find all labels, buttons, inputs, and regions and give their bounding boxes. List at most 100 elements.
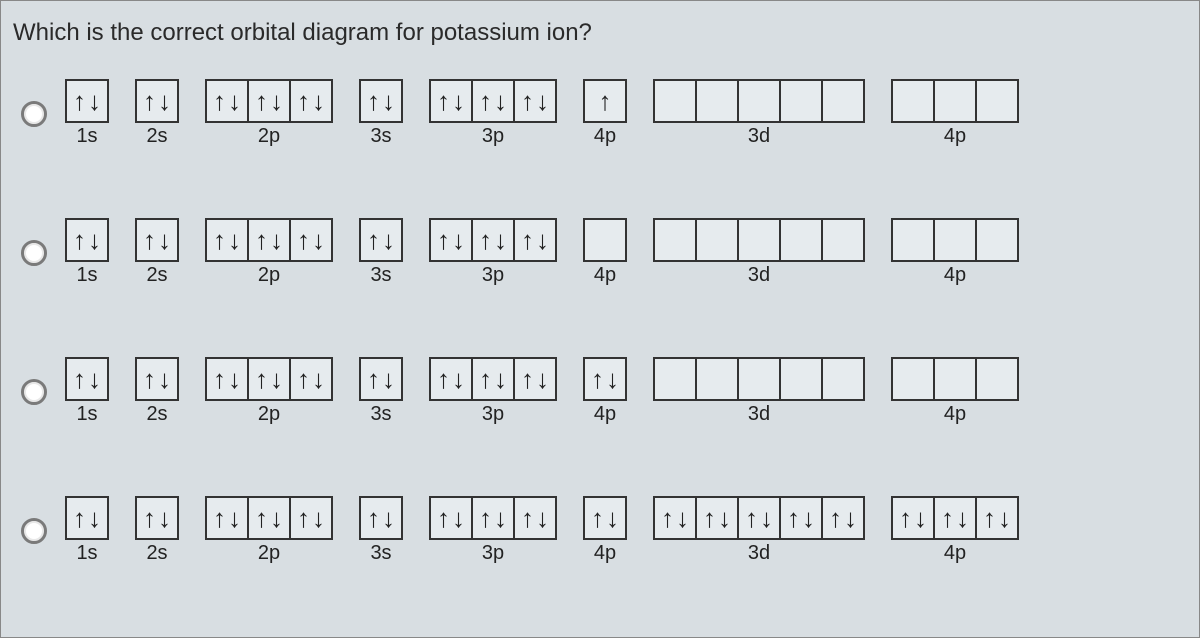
arrow-up-icon xyxy=(437,88,450,114)
sublevel-label: 2p xyxy=(258,542,280,565)
orbital-box xyxy=(933,218,977,262)
sublevel: 2s xyxy=(135,218,179,287)
orbital-box xyxy=(429,79,473,123)
orbital-box xyxy=(359,357,403,401)
orbital-boxes xyxy=(583,357,627,401)
orbital-box xyxy=(289,496,333,540)
arrow-up-icon xyxy=(297,88,310,114)
electron-arrows xyxy=(73,88,101,114)
sublevel: 2p xyxy=(205,218,333,287)
orbital-boxes xyxy=(135,218,179,262)
electron-arrows xyxy=(829,505,857,531)
sublevel-label: 4p xyxy=(594,542,616,565)
orbital-box xyxy=(471,357,515,401)
orbital-boxes xyxy=(65,218,109,262)
sublevel: 3p xyxy=(429,496,557,565)
electron-arrows xyxy=(437,366,465,392)
arrow-up-icon xyxy=(367,88,380,114)
arrow-up-icon xyxy=(829,505,842,531)
arrow-down-icon xyxy=(536,505,549,531)
orbital-box xyxy=(653,218,697,262)
orbital-boxes xyxy=(205,357,333,401)
orbital-box xyxy=(583,79,627,123)
orbital-box xyxy=(289,79,333,123)
orbital-box xyxy=(583,496,627,540)
arrow-up-icon xyxy=(479,88,492,114)
arrow-down-icon xyxy=(452,505,465,531)
option-radio[interactable] xyxy=(21,518,47,544)
sublevel-label: 4p xyxy=(944,542,966,565)
orbital-box xyxy=(247,218,291,262)
electron-arrows xyxy=(143,505,171,531)
orbital-boxes xyxy=(359,79,403,123)
orbital-box xyxy=(891,357,935,401)
electron-arrows xyxy=(297,505,325,531)
electron-arrows xyxy=(479,366,507,392)
arrow-down-icon xyxy=(312,227,325,253)
orbital-box xyxy=(513,496,557,540)
arrow-up-icon xyxy=(367,227,380,253)
electron-arrows xyxy=(143,366,171,392)
orbital-boxes xyxy=(891,357,1019,401)
sublevel: 2s xyxy=(135,79,179,148)
arrow-up-icon xyxy=(213,227,226,253)
arrow-down-icon xyxy=(760,505,773,531)
option-radio[interactable] xyxy=(21,101,47,127)
arrow-down-icon xyxy=(228,227,241,253)
arrow-down-icon xyxy=(536,366,549,392)
sublevel-label: 3s xyxy=(370,403,391,426)
sublevel: 3p xyxy=(429,218,557,287)
orbital-box xyxy=(891,79,935,123)
arrow-up-icon xyxy=(255,88,268,114)
sublevel: 3d xyxy=(653,218,865,287)
arrow-up-icon xyxy=(367,505,380,531)
arrow-down-icon xyxy=(452,366,465,392)
sublevel-label: 2p xyxy=(258,125,280,148)
sublevel-label: 1s xyxy=(76,542,97,565)
arrow-up-icon xyxy=(297,366,310,392)
electron-arrows xyxy=(213,366,241,392)
electron-arrows xyxy=(703,505,731,531)
sublevel: 4p xyxy=(583,496,627,565)
arrow-up-icon xyxy=(787,505,800,531)
electron-arrows xyxy=(255,88,283,114)
electron-arrows xyxy=(213,227,241,253)
orbital-box xyxy=(471,496,515,540)
options-container: 1s2s2p3s3p4p3d4p1s2s2p3s3p4p3d4p1s2s2p3s… xyxy=(13,79,1187,565)
orbital-box xyxy=(359,496,403,540)
orbital-box xyxy=(933,357,977,401)
arrow-down-icon xyxy=(844,505,857,531)
orbital-boxes xyxy=(653,218,865,262)
sublevel: 1s xyxy=(65,496,109,565)
orbital-box xyxy=(737,218,781,262)
orbital-box xyxy=(135,496,179,540)
option-radio[interactable] xyxy=(21,240,47,266)
sublevel: 4p xyxy=(583,218,627,287)
arrow-up-icon xyxy=(73,227,86,253)
electron-arrows xyxy=(745,505,773,531)
orbital-boxes xyxy=(135,357,179,401)
orbital-box xyxy=(695,218,739,262)
sublevel: 3s xyxy=(359,79,403,148)
arrow-down-icon xyxy=(270,366,283,392)
orbital-box xyxy=(513,218,557,262)
option-radio[interactable] xyxy=(21,379,47,405)
electron-arrows xyxy=(591,505,619,531)
orbital-boxes xyxy=(429,218,557,262)
orbital-box xyxy=(737,357,781,401)
orbital-boxes xyxy=(205,79,333,123)
sublevel-label: 2p xyxy=(258,403,280,426)
sublevel-label: 3s xyxy=(370,125,391,148)
arrow-up-icon xyxy=(437,366,450,392)
orbital-boxes xyxy=(65,357,109,401)
arrow-down-icon xyxy=(382,88,395,114)
orbital-box xyxy=(247,79,291,123)
page: Which is the correct orbital diagram for… xyxy=(0,0,1200,638)
orbital-box xyxy=(205,79,249,123)
orbital-box xyxy=(429,218,473,262)
arrow-up-icon xyxy=(521,505,534,531)
orbital-box xyxy=(695,357,739,401)
arrow-down-icon xyxy=(228,505,241,531)
orbital-boxes xyxy=(583,79,627,123)
sublevel: 3d xyxy=(653,496,865,565)
